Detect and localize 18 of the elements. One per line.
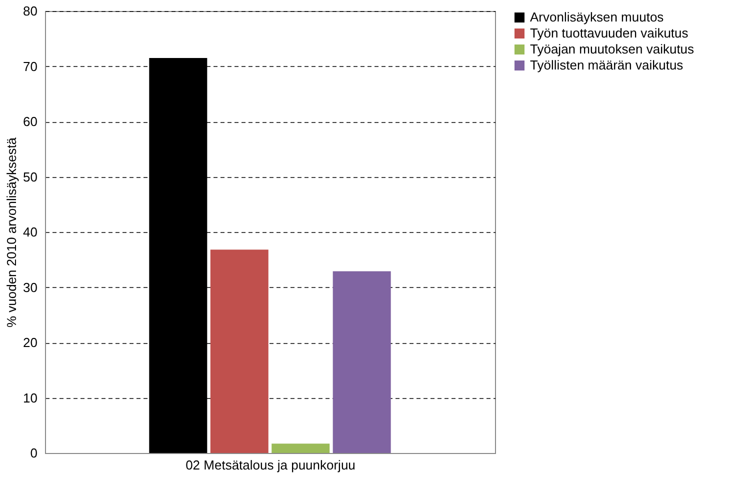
y-tick-label: 0: [30, 446, 38, 460]
y-tick-label: 80: [23, 4, 38, 18]
bar: [332, 271, 391, 453]
y-tick-label: 50: [23, 169, 38, 184]
y-tick-label: 70: [23, 58, 38, 74]
bar: [210, 250, 268, 453]
legend-label: Työllisten määrän vaikutus: [530, 58, 684, 72]
y-axis-title: % vuoden 2010 arvonlisäyksestä: [4, 136, 20, 328]
legend-label: Työn tuottavuuden vaikutus: [530, 26, 689, 40]
y-tick-label: 10: [23, 390, 38, 406]
x-tick-label: 02 Metsätalous ja puunkorjuu: [186, 458, 356, 472]
bar: [272, 444, 330, 453]
legend-label: Työajan muutoksen vaikutus: [530, 42, 695, 56]
y-tick-label: 40: [23, 224, 38, 240]
y-tick-label: 30: [23, 280, 38, 295]
y-tick-label: 60: [23, 114, 38, 129]
legend-label: Arvonlisäyksen muutos: [530, 10, 664, 24]
y-tick-label: 20: [23, 335, 38, 350]
